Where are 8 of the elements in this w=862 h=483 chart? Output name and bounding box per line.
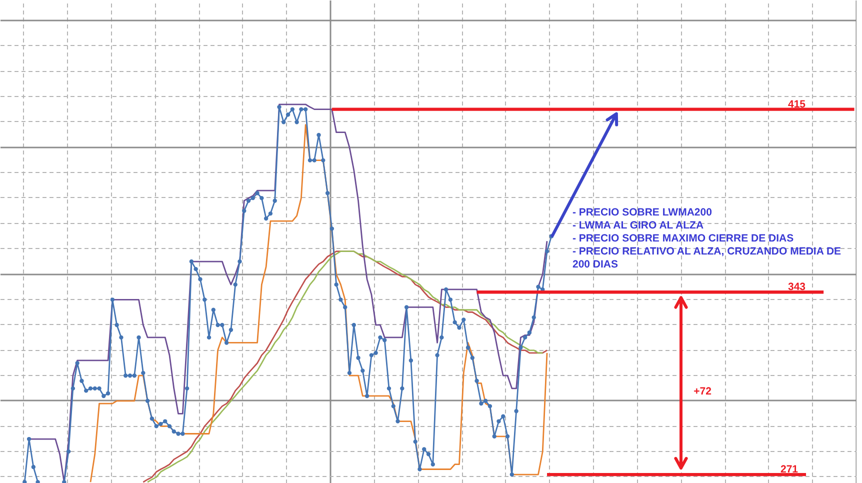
annotation: +72 bbox=[694, 385, 712, 398]
annotation: - LWMA AL GIRO AL ALZA bbox=[572, 220, 704, 232]
series-label: 271 bbox=[780, 464, 798, 476]
series-label: 415 bbox=[788, 98, 806, 110]
annotation: - PRECIO SOBRE MAXIMO CIERRE DE DIAS bbox=[572, 232, 794, 244]
annotation: - PRECIO SOBRE LWMA200 bbox=[572, 206, 712, 218]
series-label: 343 bbox=[788, 281, 806, 294]
annotation: - PRECIO RELATIVO AL ALZA, CRUZANDO MEDIA DE 200 DIAS bbox=[572, 246, 842, 270]
